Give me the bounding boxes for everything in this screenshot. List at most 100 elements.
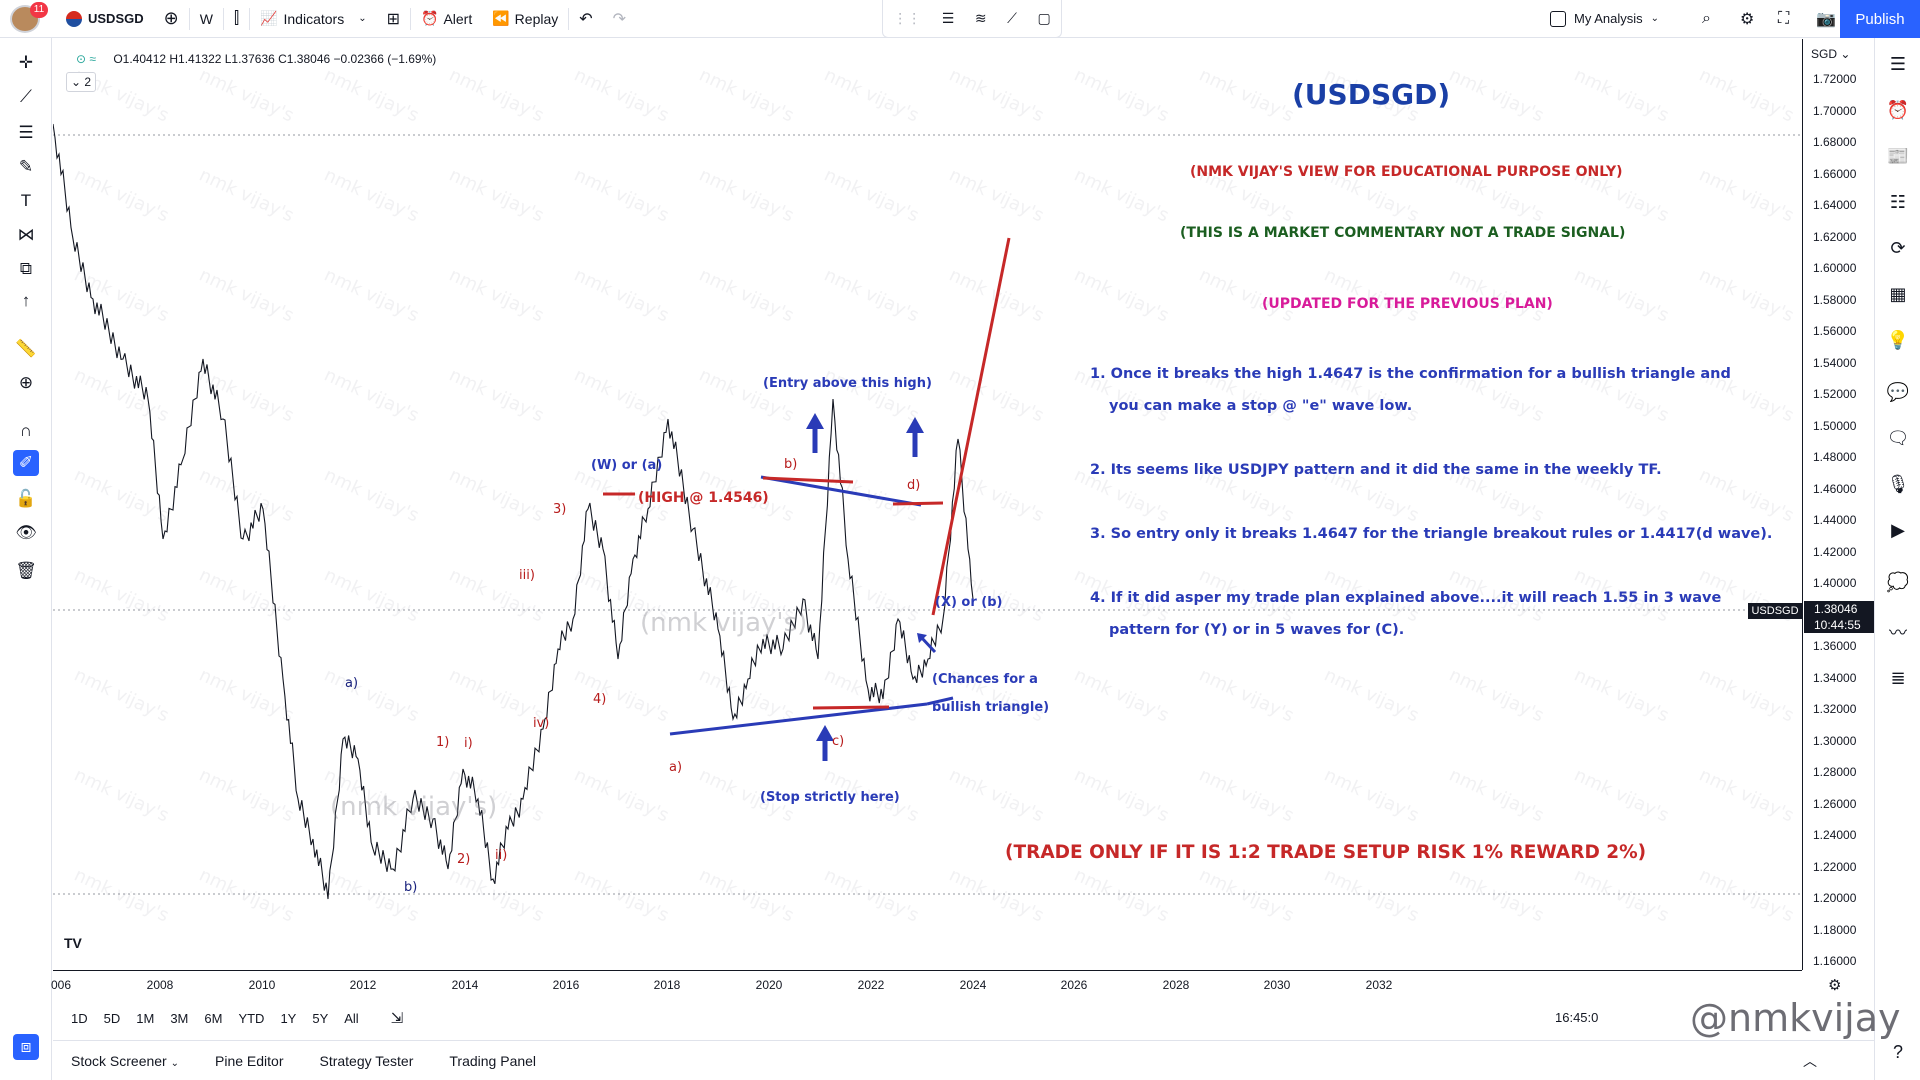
watermark-tile: nmk vijay's (71, 764, 172, 826)
price-tick-label: 1.56000 (1813, 324, 1857, 338)
object-tree-icon[interactable]: ⧈ (13, 1034, 39, 1060)
search-icon[interactable]: ⌕ (1702, 9, 1711, 27)
news-icon[interactable]: 📰 (1886, 145, 1910, 166)
trading-icon[interactable]: 〰 (1889, 623, 1907, 643)
lightbulb-icon[interactable]: 💡 (1886, 329, 1910, 350)
range-button[interactable]: 6M (204, 1010, 223, 1026)
rectangle-tool-icon[interactable]: ▢ (1037, 10, 1051, 26)
refresh-icon[interactable]: ⟳ (1890, 237, 1906, 258)
podcast-icon[interactable]: 🎙 (1886, 473, 1910, 494)
gear-icon[interactable]: ⚙ (1740, 10, 1755, 28)
calendar-icon[interactable]: ▦ (1889, 283, 1907, 304)
fib-retracement-icon[interactable]: ☰ (941, 10, 955, 26)
zoom-in-icon[interactable]: ⊕ (18, 373, 34, 392)
ruler-icon[interactable]: 📏 (15, 339, 37, 358)
alarm-icon[interactable]: ⏰ (1886, 99, 1910, 120)
price-chart[interactable]: nmk vijay's nmk vijay's nmk vijay's nmk vij… (53, 39, 1802, 970)
streams-icon[interactable]: ▶ (1891, 519, 1905, 540)
long-arrow-icon[interactable]: ↑ (21, 291, 31, 310)
collapse-panel-icon[interactable]: ︿ (1803, 1053, 1817, 1069)
wave-x-or-b: (X) or (b) (935, 595, 1003, 610)
tab-stock-screener[interactable]: Stock Screener ⌄ (53, 1053, 197, 1069)
pattern-tool-icon[interactable]: ≋ (974, 10, 987, 26)
dom-icon[interactable]: ≣ (1890, 667, 1906, 688)
floating-drawing-toolbar: ⋮⋮ ☰ ≋ ⟋ ▢ (882, 0, 1062, 38)
indicators-button[interactable]: 📈 Indicators ⌄ (250, 0, 377, 38)
undo-icon[interactable]: ↶ (579, 10, 593, 28)
currency-selector[interactable]: SGD ⌄ (1811, 47, 1851, 61)
candle-style-icon[interactable]: ⫿ (233, 9, 240, 27)
stay-in-drawing-icon[interactable]: ✐ (13, 450, 39, 476)
bar-countdown: 10:44:55 (1814, 618, 1861, 632)
redo-icon[interactable]: ↷ (612, 10, 627, 28)
trend-line-icon[interactable]: ⟋ (1007, 10, 1017, 26)
publish-button[interactable]: Publish (1840, 0, 1920, 38)
help-icon[interactable]: ? (1892, 1041, 1903, 1062)
watermark-tile: nmk vijay's (1696, 164, 1797, 226)
goto-date-icon[interactable]: ⇲ (390, 1010, 404, 1027)
price-axis[interactable]: SGD ⌄ 1.72000 1.70000 1.68000 1.66000 1.6400… (1802, 39, 1874, 970)
watermark-tile: nmk vijay's (446, 464, 547, 526)
fib-icon[interactable]: ☰ (18, 123, 34, 142)
watermark-tile: nmk vijay's (821, 864, 922, 926)
range-button[interactable]: 1Y (280, 1010, 297, 1026)
brush-icon[interactable]: ✎ (18, 157, 34, 176)
lock-icon[interactable]: 🔓 (15, 489, 37, 508)
range-button[interactable]: 3M (170, 1010, 189, 1026)
magnet-icon[interactable]: ∩ (19, 421, 33, 440)
interval-button[interactable]: W (199, 10, 213, 27)
watermark-tile: nmk vijay's (321, 664, 422, 726)
range-button[interactable]: 1D (71, 1010, 88, 1026)
chat-icon[interactable]: 💬 (1886, 381, 1910, 402)
symbol-label: USDSGD (88, 11, 144, 26)
trend-line-icon[interactable]: ⟋ (20, 87, 32, 106)
watchlist-icon[interactable]: ☰ (1889, 53, 1907, 74)
notifications-icon[interactable]: 💭 (1886, 571, 1910, 592)
settings-gear-icon[interactable]: ⚙ (1828, 977, 1842, 994)
tab-pine-editor[interactable]: Pine Editor (215, 1052, 284, 1069)
replay-button[interactable]: ⏪ Replay (482, 0, 568, 38)
watermark-tile: nmk vijay's (1446, 764, 1547, 826)
camera-icon[interactable]: 📷 (1816, 10, 1836, 28)
watermark-tile: nmk vijay's (321, 564, 422, 626)
watermark-tile: nmk vijay's (71, 564, 172, 626)
watermark-tile: nmk vijay's (321, 164, 422, 226)
time-axis[interactable]: 006 2008 2010 2012 2014 2016 2018 2020 2022 2024 2… (51, 970, 1841, 998)
wave-label-a: a) (345, 676, 359, 691)
templates-grid-icon[interactable]: ⊞ (386, 10, 400, 28)
price-tick-label: 1.36000 (1813, 639, 1857, 653)
chart-pane[interactable]: nmk vijay's nmk vijay's nmk vijay's nmk vij… (53, 39, 1802, 970)
range-button[interactable]: 1M (136, 1010, 155, 1026)
comments-icon[interactable]: 🗨 (1886, 427, 1910, 448)
watermark-tile: nmk vijay's (571, 64, 672, 126)
range-button[interactable]: 5Y (312, 1010, 329, 1026)
drag-handle-icon[interactable]: ⋮⋮ (893, 10, 922, 26)
tradingview-logo: TV (64, 935, 82, 951)
wave-label-ii: ii) (495, 848, 508, 863)
range-button[interactable]: All (344, 1010, 359, 1026)
series-visibility-icon[interactable]: ⊙ ≈ (76, 52, 96, 66)
utc-clock[interactable]: 16:45:0 (1555, 1010, 1599, 1025)
watermark-tile: nmk vijay's (1446, 664, 1547, 726)
range-button[interactable]: 5D (103, 1010, 121, 1026)
calendar-list-icon[interactable]: ☷ (1889, 191, 1907, 212)
text-tool-icon[interactable]: T (20, 191, 32, 210)
alert-button[interactable]: ⏰ Alert (411, 0, 482, 38)
indicators-collapse-button[interactable]: ⌄ 2 (66, 72, 96, 92)
entry-arrow-left-head (806, 413, 824, 429)
prediction-icon[interactable]: ⧉ (19, 259, 33, 278)
right-widget-bar: ☰ ⏰ 📰 ☷ ⟳ ▦ 💡 💬 🗨 🎙 ▶ 💭 〰 ≣ ? (1874, 38, 1920, 1080)
range-button[interactable]: YTD (238, 1010, 265, 1026)
fullscreen-icon[interactable]: ⛶ (1778, 9, 1790, 27)
pattern-icon[interactable]: ⋈ (17, 225, 35, 244)
trash-icon[interactable]: 🗑 (15, 561, 37, 580)
crosshair-icon[interactable]: ✛ (18, 53, 34, 72)
layout-button[interactable]: My Analysis ⌄ (1540, 0, 1669, 38)
tab-strategy-tester[interactable]: Strategy Tester (319, 1052, 414, 1069)
compare-add-icon[interactable]: ⊕ (163, 8, 179, 28)
eye-icon[interactable]: 👁 (15, 523, 37, 542)
symbol-search-button[interactable]: USDSGD (56, 0, 154, 38)
x-pointer-head (917, 633, 927, 643)
tab-trading-panel[interactable]: Trading Panel (449, 1052, 537, 1069)
left-watermark: (nmk vijay's) (330, 792, 498, 822)
